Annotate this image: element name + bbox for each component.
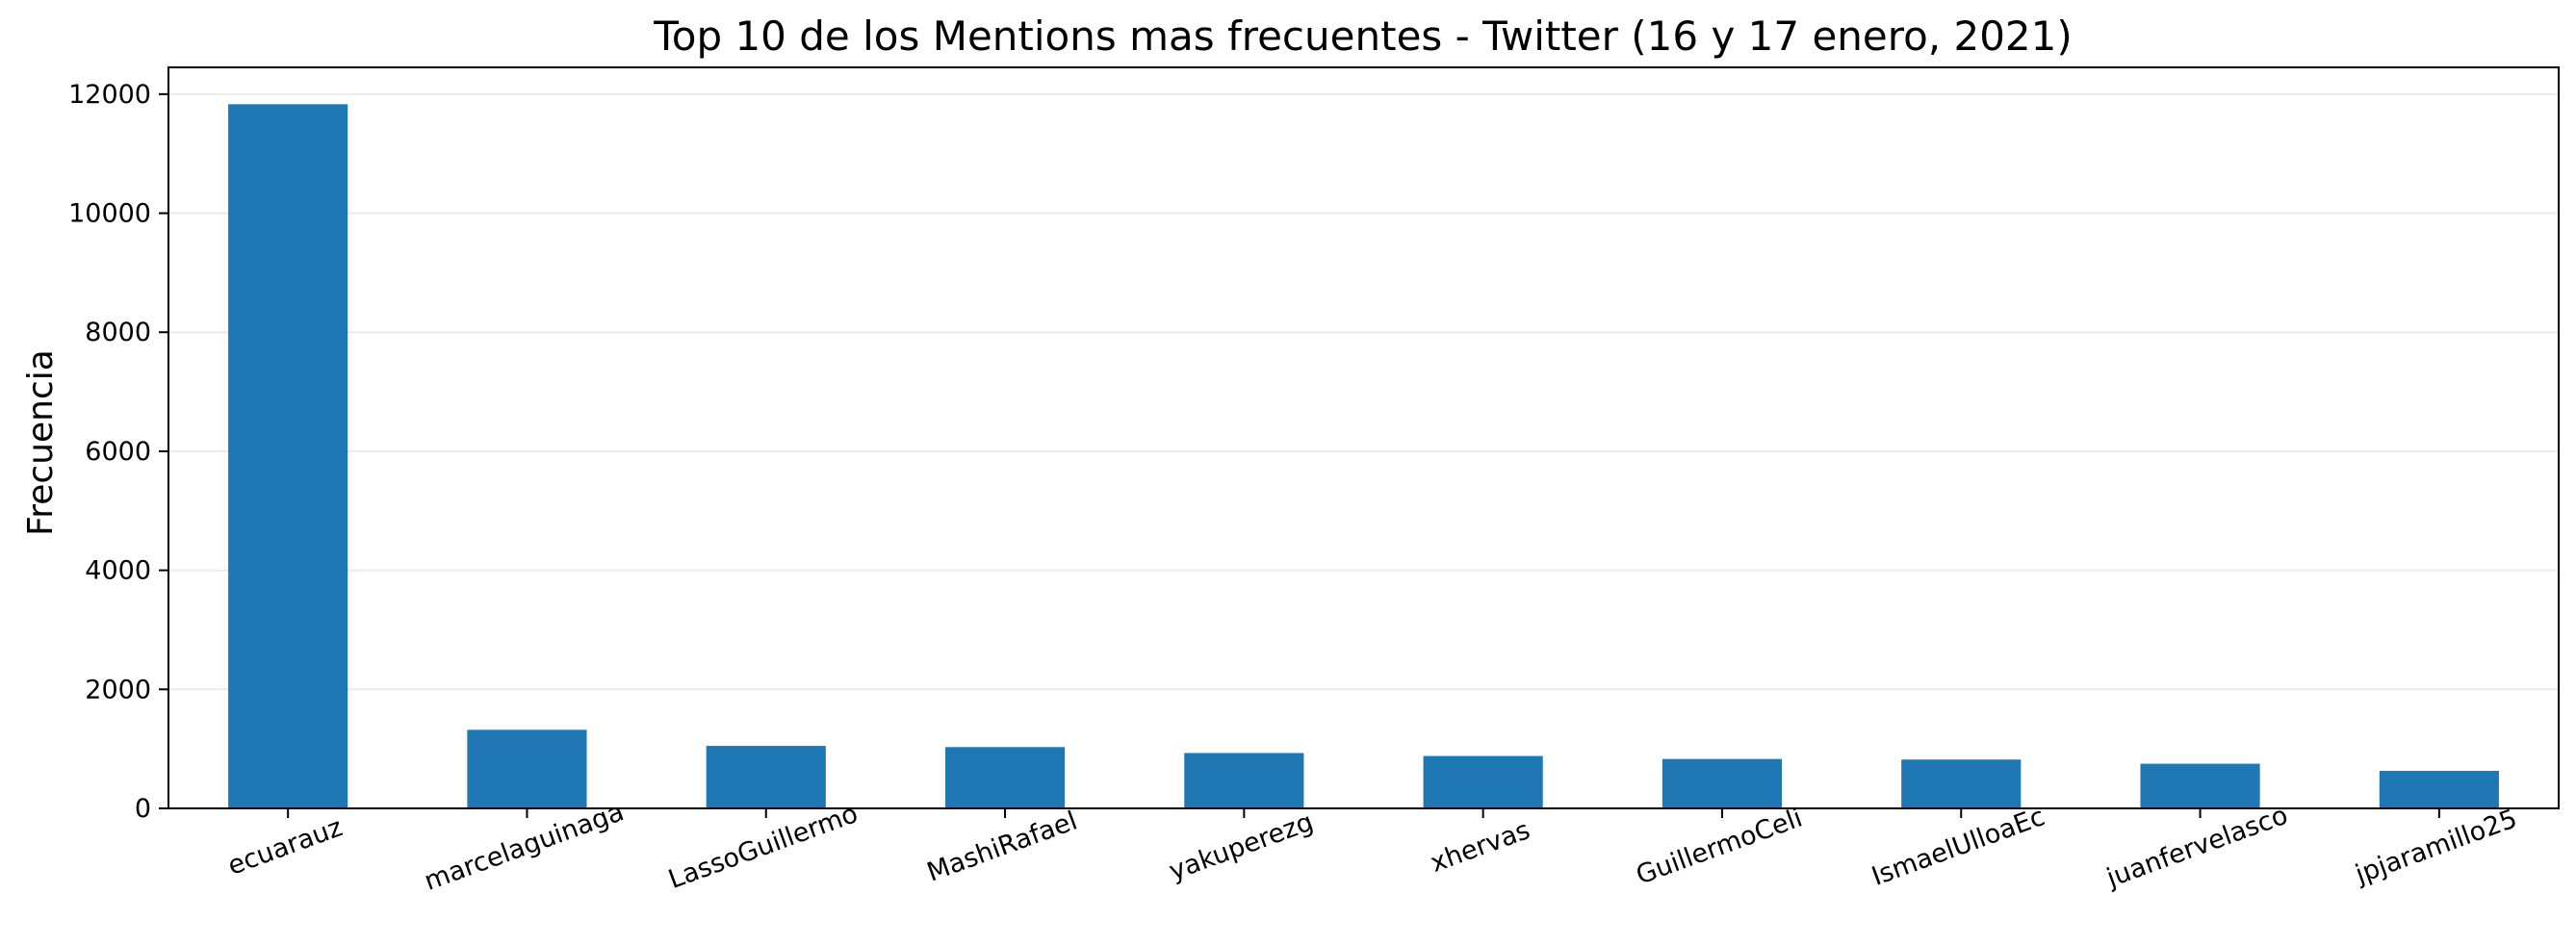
y-tick-label: 6000 xyxy=(85,437,151,467)
bar-MashiRafael xyxy=(944,747,1066,808)
y-tick-label: 2000 xyxy=(85,675,151,704)
chart-title: Top 10 de los Mentions mas frecuentes - … xyxy=(653,13,2073,60)
x-tick-label: IsmaelUlloaEc xyxy=(1868,802,2048,892)
x-tick-label: LassoGuillermo xyxy=(664,799,862,895)
bar-yakuperezg xyxy=(1184,753,1304,808)
y-tick-label: 4000 xyxy=(85,556,151,586)
gridlines xyxy=(168,92,2559,691)
bar-GuillermoCeli xyxy=(1662,758,1783,808)
x-tick-label: jpjaramillo25 xyxy=(2351,804,2521,890)
x-tick-label: ecuarauz xyxy=(224,812,347,882)
y-tick-label: 10000 xyxy=(68,199,151,229)
axes xyxy=(167,66,2560,809)
y-tick-label: 8000 xyxy=(85,318,151,347)
x-axis-ticks: ecuarauz marcelaguinaga LassoGuillermo Mash… xyxy=(224,797,2521,897)
x-tick-label: MashiRafael xyxy=(923,806,1081,888)
bar-LassoGuillermo xyxy=(706,746,826,808)
bars xyxy=(228,104,2499,808)
y-tick-label: 12000 xyxy=(68,80,151,110)
x-tick-label: marcelaguinaga xyxy=(421,797,628,897)
x-tick-label: juanfervelasco xyxy=(2102,801,2292,894)
y-axis-ticks: 0 2000 4000 6000 8000 10000 12000 xyxy=(68,80,168,824)
y-axis-label: Frecuencia xyxy=(21,349,61,536)
bar-marcelaguinaga xyxy=(467,729,587,808)
bar-IsmaelUlloaEc xyxy=(1901,759,2022,808)
bar-ecuarauz xyxy=(228,104,348,808)
bar-juanfervelasco xyxy=(2140,763,2260,808)
bar-xhervas xyxy=(1423,755,1543,808)
y-tick-label: 0 xyxy=(135,794,151,824)
x-tick-label: xhervas xyxy=(1427,815,1534,879)
x-tick-label: GuillermoCeli xyxy=(1633,803,1807,890)
x-tick-label: yakuperezg xyxy=(1166,807,1318,887)
plot-frame xyxy=(167,66,2560,809)
bar-jpjaramillo25 xyxy=(2379,771,2499,808)
